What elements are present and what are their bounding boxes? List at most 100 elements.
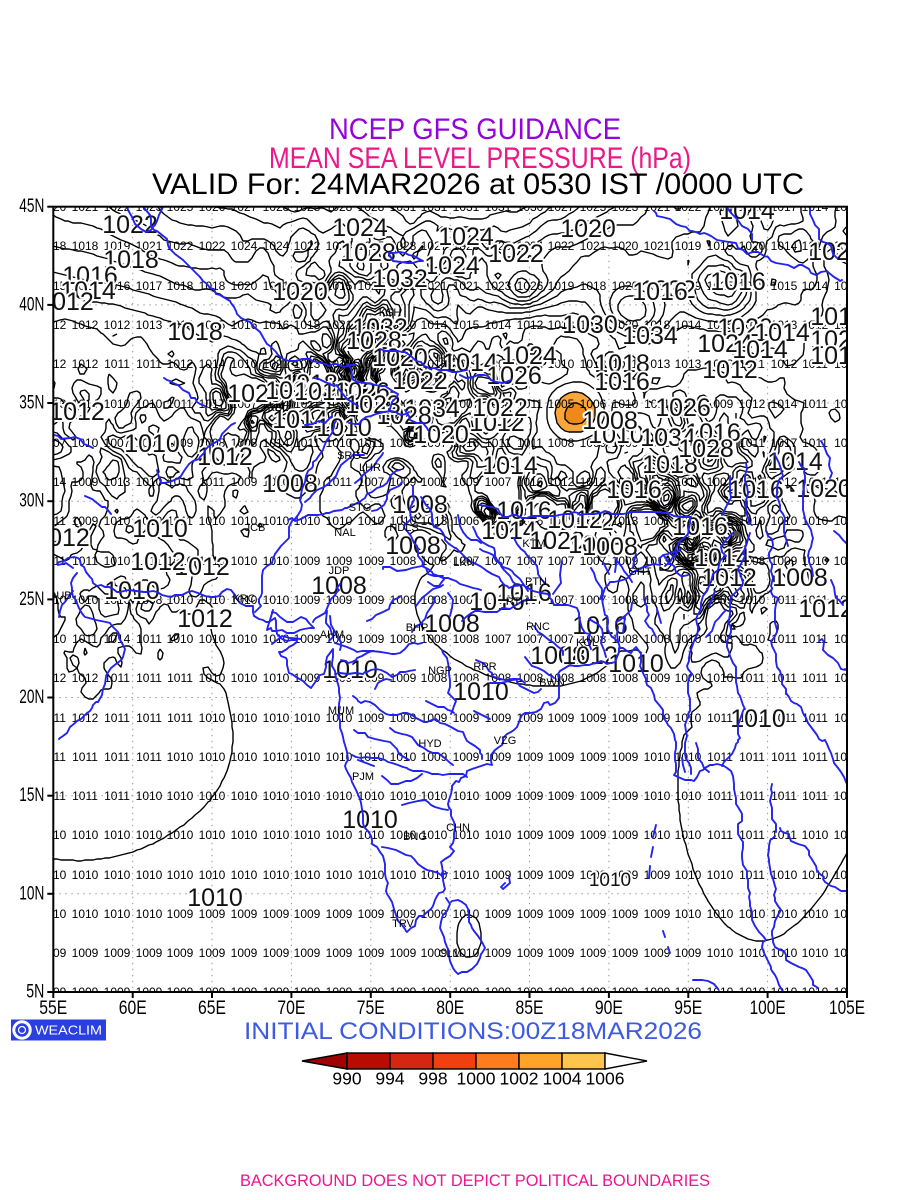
svg-text:1025: 1025 [358, 239, 385, 253]
svg-text:1020: 1020 [717, 314, 773, 342]
svg-text:1010: 1010 [231, 514, 258, 528]
svg-text:1013: 1013 [834, 200, 861, 214]
svg-text:1010: 1010 [802, 868, 829, 882]
svg-text:1024: 1024 [810, 326, 866, 354]
svg-text:1031: 1031 [485, 200, 512, 214]
svg-text:1018: 1018 [580, 279, 607, 293]
svg-text:1011: 1011 [802, 436, 828, 450]
svg-text:1014: 1014 [771, 239, 798, 253]
svg-text:1016: 1016 [263, 318, 290, 332]
svg-text:1011: 1011 [802, 593, 828, 607]
svg-text:1011: 1011 [644, 593, 670, 607]
svg-text:1015: 1015 [453, 318, 480, 332]
svg-text:1012: 1012 [167, 357, 194, 371]
svg-text:1009: 1009 [517, 985, 544, 999]
svg-text:1010: 1010 [167, 750, 194, 764]
svg-text:1028: 1028 [376, 402, 432, 430]
svg-text:1016: 1016 [517, 475, 544, 489]
svg-text:1013: 1013 [421, 514, 448, 528]
svg-text:1026: 1026 [453, 239, 480, 253]
svg-text:1011: 1011 [771, 593, 797, 607]
svg-text:1009: 1009 [358, 985, 385, 999]
svg-text:1009: 1009 [40, 946, 67, 960]
svg-text:1007: 1007 [421, 436, 448, 450]
svg-text:1010: 1010 [231, 789, 258, 803]
svg-text:1009: 1009 [358, 711, 385, 725]
svg-text:1010: 1010 [358, 868, 385, 882]
svg-text:1005: 1005 [548, 397, 575, 411]
svg-text:1010: 1010 [316, 414, 372, 442]
svg-text:1008: 1008 [548, 436, 575, 450]
svg-text:1010: 1010 [453, 907, 480, 921]
svg-text:1009: 1009 [644, 671, 671, 685]
svg-text:1026: 1026 [199, 200, 226, 214]
svg-text:1020: 1020 [739, 239, 766, 253]
svg-text:1012: 1012 [517, 318, 544, 332]
svg-text:1010: 1010 [231, 828, 258, 842]
svg-text:1014: 1014 [732, 336, 788, 364]
svg-text:1010: 1010 [644, 750, 671, 764]
svg-text:1019: 1019 [390, 357, 417, 371]
svg-text:RNC: RNC [526, 621, 550, 633]
svg-text:1017: 1017 [136, 279, 163, 293]
svg-text:1010: 1010 [263, 514, 290, 528]
svg-text:1019: 1019 [548, 279, 575, 293]
svg-text:1010: 1010 [612, 397, 639, 411]
svg-text:KSH: KSH [379, 307, 402, 319]
svg-text:1013: 1013 [675, 357, 702, 371]
svg-text:1011: 1011 [72, 632, 98, 646]
svg-text:1032: 1032 [640, 276, 696, 304]
svg-text:1012: 1012 [197, 443, 253, 471]
svg-text:1010: 1010 [453, 946, 480, 960]
svg-text:1010: 1010 [421, 828, 448, 842]
svg-text:1014: 1014 [40, 475, 67, 489]
svg-text:1010: 1010 [771, 868, 798, 882]
svg-text:1011: 1011 [707, 828, 733, 842]
svg-text:1010: 1010 [231, 554, 258, 568]
svg-text:1010: 1010 [199, 828, 226, 842]
svg-text:1009: 1009 [421, 985, 448, 999]
svg-text:1011: 1011 [40, 711, 66, 725]
svg-text:1007: 1007 [517, 593, 544, 607]
svg-text:1010: 1010 [263, 711, 290, 725]
svg-text:1011: 1011 [167, 397, 193, 411]
svg-text:1009: 1009 [358, 671, 385, 685]
svg-text:994: 994 [375, 1069, 404, 1089]
svg-text:1009: 1009 [294, 593, 321, 607]
svg-text:1010: 1010 [136, 514, 163, 528]
svg-text:1009: 1009 [485, 985, 512, 999]
svg-text:1009: 1009 [580, 985, 607, 999]
svg-text:1009: 1009 [294, 985, 321, 999]
svg-text:1010: 1010 [294, 789, 321, 803]
svg-text:1016: 1016 [632, 278, 688, 306]
svg-text:1009: 1009 [580, 828, 607, 842]
svg-text:1011: 1011 [834, 632, 860, 646]
svg-text:1009: 1009 [390, 985, 417, 999]
svg-text:990: 990 [332, 1069, 361, 1089]
svg-text:1011: 1011 [802, 711, 828, 725]
svg-text:1024: 1024 [808, 238, 864, 266]
svg-text:TRV: TRV [392, 918, 414, 930]
svg-text:1014: 1014 [104, 632, 131, 646]
svg-text:MUM: MUM [328, 705, 354, 717]
svg-text:1012: 1012 [810, 303, 866, 331]
svg-text:1009: 1009 [390, 671, 417, 685]
svg-text:1014: 1014 [802, 279, 829, 293]
svg-text:1010: 1010 [167, 554, 194, 568]
svg-text:1009: 1009 [517, 907, 544, 921]
svg-text:40N: 40N [19, 294, 44, 315]
svg-text:1011: 1011 [136, 671, 162, 685]
svg-text:1011: 1011 [72, 789, 98, 803]
svg-text:1009: 1009 [612, 789, 639, 803]
svg-text:1008: 1008 [582, 407, 638, 435]
svg-text:1011: 1011 [72, 750, 98, 764]
svg-text:1009: 1009 [326, 985, 353, 999]
svg-text:1009: 1009 [72, 475, 99, 489]
svg-text:1021: 1021 [453, 279, 480, 293]
svg-text:1010: 1010 [453, 868, 480, 882]
svg-text:1006: 1006 [586, 1069, 625, 1089]
svg-text:1010: 1010 [199, 514, 226, 528]
svg-text:1010: 1010 [294, 514, 321, 528]
svg-text:1010: 1010 [231, 671, 258, 685]
svg-text:1008: 1008 [390, 397, 417, 411]
